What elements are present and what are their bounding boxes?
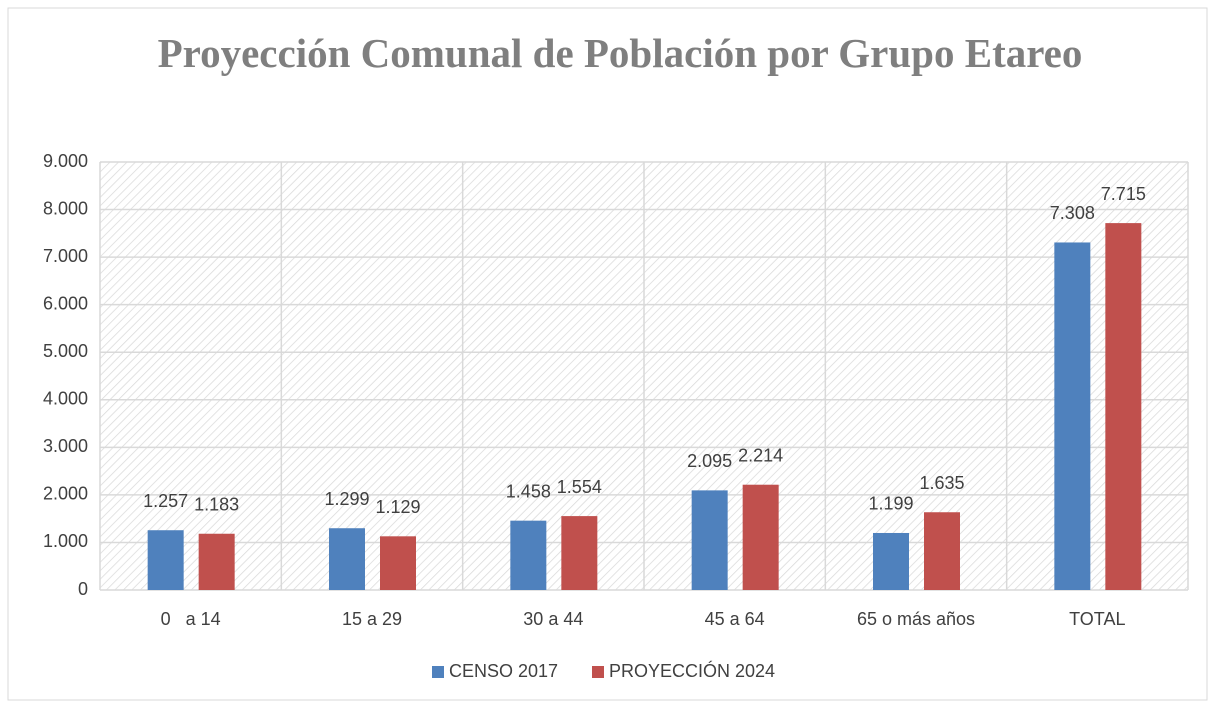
data-label: 1.554 [557,477,602,497]
bar [742,484,779,590]
data-label: 1.458 [506,481,551,501]
x-tick-label: 65 o más años [857,609,975,629]
bar [510,520,547,590]
data-label: 2.095 [687,451,732,471]
data-label: 1.199 [868,494,913,514]
data-label: 1.257 [143,491,188,511]
data-label: 7.308 [1050,203,1095,223]
bar [873,532,909,590]
legend-swatch [432,666,444,678]
bar [1105,223,1142,590]
x-tick-label: 30 a 44 [523,609,583,629]
bar [691,490,728,590]
data-label: 1.183 [194,494,239,514]
y-tick-label: 4.000 [43,389,88,409]
y-tick-label: 5.000 [43,341,88,361]
bar [1054,242,1091,591]
data-label: 1.299 [324,489,369,509]
y-tick-label: 8.000 [43,198,88,218]
legend-label: PROYECCIÓN 2024 [609,660,775,681]
x-tick-label: 0 a 14 [161,609,221,629]
y-tick-label: 3.000 [43,436,88,456]
bar [561,516,598,590]
y-tick-label: 1.000 [43,531,88,551]
data-label: 7.715 [1101,184,1146,204]
y-tick-label: 9.000 [43,151,88,171]
bar [147,530,184,590]
bar [924,512,960,590]
bar [329,528,365,590]
data-label: 1.635 [919,473,964,493]
x-tick-label: TOTAL [1069,609,1125,629]
bar [380,536,416,590]
y-tick-label: 7.000 [43,246,88,266]
x-tick-label: 15 a 29 [342,609,402,629]
legend-label: CENSO 2017 [449,661,558,681]
data-label: 1.129 [375,497,420,517]
legend-swatch [592,666,604,678]
data-label: 2.214 [738,445,783,465]
x-tick-label: 45 a 64 [705,609,765,629]
bar [198,533,235,590]
chart-title: Proyección Comunal de Población por Grup… [157,30,1083,76]
y-tick-label: 0 [78,579,88,599]
y-tick-label: 6.000 [43,293,88,313]
y-tick-label: 2.000 [43,484,88,504]
